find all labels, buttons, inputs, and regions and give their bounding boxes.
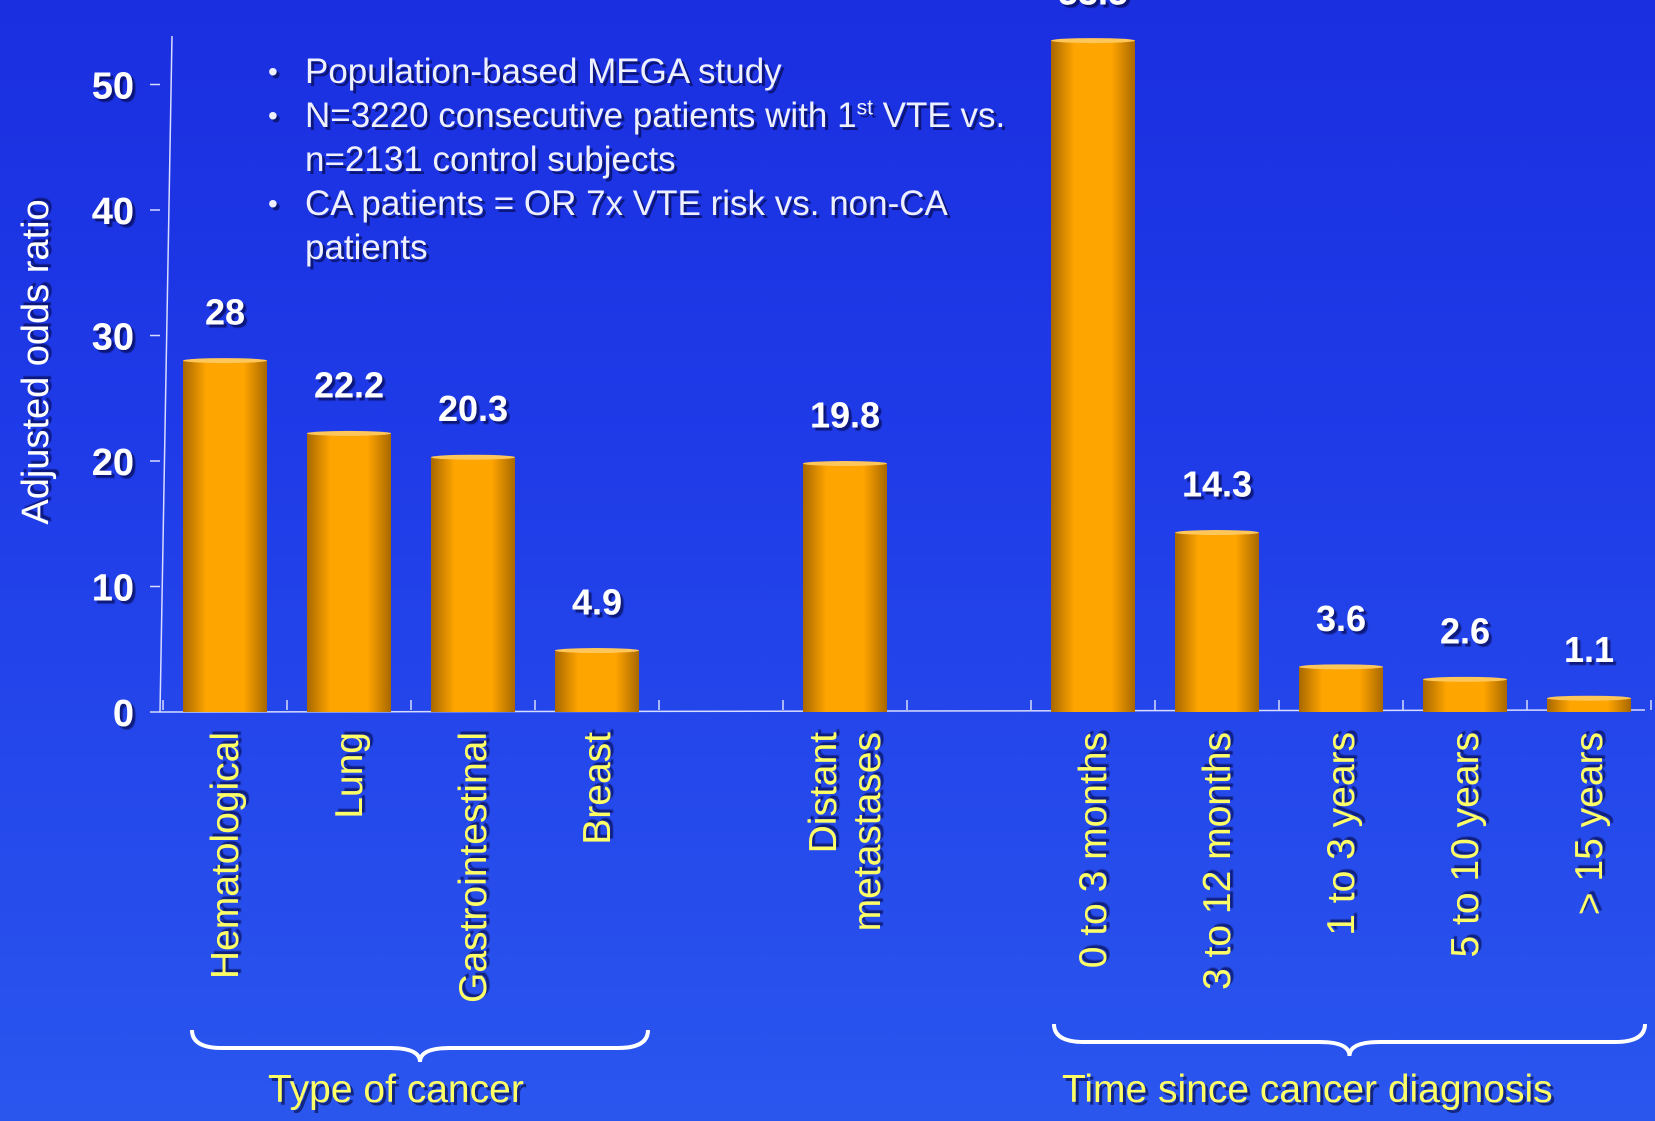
brace-time-since-diagnosis xyxy=(1052,1023,1647,1057)
bullet-text: CA patients = OR 7x VTE risk vs. non-CA … xyxy=(305,184,946,267)
category-label: 1 to 3 years xyxy=(1320,732,1363,936)
bullet-item: CA patients = OR 7x VTE risk vs. non-CA … xyxy=(268,182,1028,270)
x-axis-line xyxy=(159,709,1646,713)
bar-top-highlight xyxy=(1299,664,1383,670)
category-label: Distant xyxy=(802,732,845,854)
bullet-text-part: N=3220 consecutive patients with 1 xyxy=(305,96,857,135)
bullet-item: N=3220 consecutive patients with 1st VTE… xyxy=(268,94,1028,182)
bullet-text: Population-based MEGA study xyxy=(305,52,782,91)
y-tick-label: 30 xyxy=(92,317,134,359)
bar-value-label: 53.5 xyxy=(1058,0,1128,13)
bar xyxy=(307,433,391,712)
y-tick-label: 0 xyxy=(113,693,134,735)
bullet-superscript: st xyxy=(856,96,873,120)
category-label: Lung xyxy=(328,732,371,819)
bullet-item: Population-based MEGA study xyxy=(268,50,1028,94)
bullet-text-part: VTE vs. n=2131 control subjects xyxy=(305,96,1006,179)
study-bullet-list: Population-based MEGA study N=3220 conse… xyxy=(268,50,1028,270)
bar xyxy=(1547,698,1631,712)
bar-value-label: 20.3 xyxy=(438,388,508,429)
bar xyxy=(1423,679,1507,712)
bar xyxy=(1051,40,1135,712)
bar-value-label: 1.1 xyxy=(1564,629,1614,670)
category-label: 5 to 10 years xyxy=(1444,732,1487,957)
bar-top-highlight xyxy=(431,454,515,460)
bar-value-label: 28 xyxy=(205,292,245,333)
group-label-type-of-cancer: Type of cancer xyxy=(268,1068,524,1111)
bar-top-highlight xyxy=(307,430,391,436)
bar xyxy=(183,360,267,712)
bar-top-highlight xyxy=(1051,38,1135,44)
category-label: Hematological xyxy=(204,732,247,979)
bar-top-highlight xyxy=(1547,695,1631,701)
bar-top-highlight xyxy=(1423,676,1507,682)
bar-value-label: 22.2 xyxy=(314,364,384,405)
bar xyxy=(431,457,515,712)
bar xyxy=(803,463,887,712)
brace-type-of-cancer xyxy=(190,1029,650,1063)
y-tick-label: 20 xyxy=(92,442,134,484)
bar xyxy=(1175,532,1259,712)
category-label: Gastrointestinal xyxy=(452,732,495,1003)
y-axis-line xyxy=(159,35,173,713)
bar-value-label: 2.6 xyxy=(1440,610,1490,651)
bar-value-label: 4.9 xyxy=(572,582,622,623)
bar-top-highlight xyxy=(1175,530,1259,536)
bar-value-label: 19.8 xyxy=(810,395,880,436)
category-label: metastases xyxy=(846,732,889,931)
bar xyxy=(555,650,639,712)
category-label: > 15 years xyxy=(1568,732,1611,915)
y-tick-label: 40 xyxy=(92,191,134,233)
bar-value-label: 3.6 xyxy=(1316,598,1366,639)
y-tick-label: 50 xyxy=(92,66,134,108)
category-label: 3 to 12 months xyxy=(1196,732,1239,990)
bar xyxy=(1299,666,1383,712)
y-axis-title: Adjusted odds ratio xyxy=(15,199,57,524)
bar-value-label: 14.3 xyxy=(1182,464,1252,505)
bar-top-highlight xyxy=(183,358,267,364)
bar-top-highlight xyxy=(555,648,639,654)
bar-top-highlight xyxy=(803,461,887,467)
category-label: 0 to 3 months xyxy=(1072,732,1115,968)
group-label-time-since-diagnosis: Time since cancer diagnosis xyxy=(1062,1068,1553,1111)
y-tick-label: 10 xyxy=(92,568,134,610)
category-label: Breast xyxy=(576,732,619,845)
